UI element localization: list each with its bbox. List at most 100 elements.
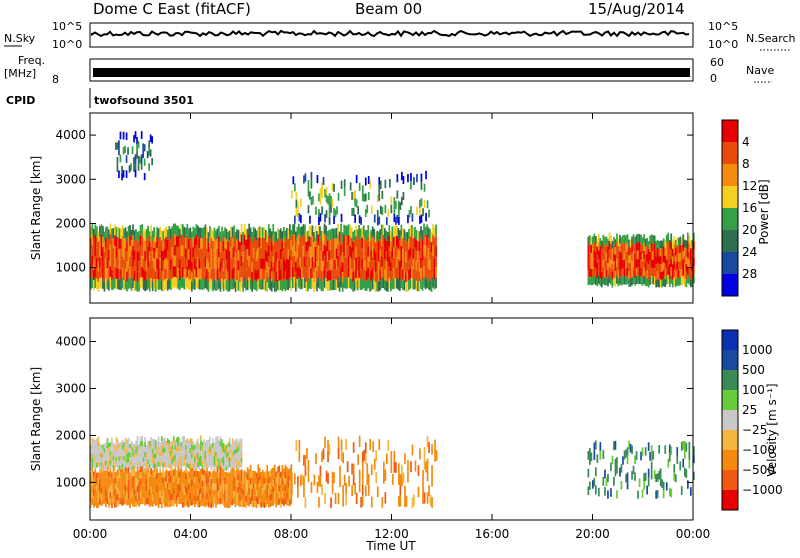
echo-cell — [359, 249, 362, 260]
echo-cell — [204, 460, 207, 465]
echo-cell — [352, 442, 355, 453]
echo-cell — [200, 455, 202, 461]
echo-cell — [690, 271, 692, 280]
echo-cell — [353, 240, 356, 251]
echo-cell — [231, 473, 234, 480]
echo-cell — [325, 236, 327, 247]
echo-cell — [420, 236, 422, 248]
echo-cell — [316, 241, 318, 252]
echo-cell — [305, 251, 308, 262]
echo-cell — [212, 250, 214, 261]
echo-cell — [100, 256, 103, 267]
echo-cell — [198, 457, 201, 462]
echo-cell — [124, 279, 127, 290]
echo-cell — [195, 497, 198, 505]
echo-cell — [172, 446, 175, 452]
echo-cell — [134, 154, 137, 162]
echo-cell — [429, 280, 431, 291]
echo-cell — [117, 448, 119, 454]
echo-cell — [186, 469, 189, 476]
echo-cell — [685, 240, 688, 249]
echo-cell — [123, 478, 125, 485]
echo-cell — [635, 276, 638, 285]
echo-cell — [139, 485, 142, 492]
echo-cell — [118, 442, 121, 448]
echo-cell — [656, 263, 659, 272]
echo-cell — [157, 451, 160, 457]
echo-cell — [93, 228, 95, 239]
echo-cell — [261, 488, 264, 495]
echo-cell — [91, 256, 94, 267]
echo-cell — [261, 279, 264, 290]
echo-cell — [219, 478, 222, 485]
echo-cell — [406, 251, 409, 262]
echo-cell — [94, 277, 97, 288]
echo-cell — [215, 501, 217, 508]
echo-cell — [676, 277, 679, 286]
nave-top-tick: 60 — [710, 56, 724, 69]
echo-cell — [160, 451, 163, 457]
echo-cell — [423, 255, 425, 267]
echo-cell — [324, 214, 326, 223]
echo-cell — [148, 140, 150, 149]
echo-cell — [163, 269, 166, 280]
echo-cell — [396, 235, 398, 247]
echo-cell — [334, 279, 336, 291]
echo-cell — [213, 248, 216, 259]
echo-cell — [626, 472, 629, 481]
echo-cell — [115, 477, 118, 484]
echo-cell — [604, 469, 606, 479]
echo-cell — [248, 500, 250, 507]
echo-cell — [286, 486, 288, 493]
echo-cell — [650, 470, 653, 480]
echo-cell — [108, 456, 110, 461]
echo-cell — [189, 443, 192, 448]
echo-cell — [231, 237, 234, 248]
echo-cell — [103, 448, 106, 453]
echo-cell — [234, 482, 237, 489]
echo-cell — [680, 269, 683, 278]
echo-cell — [239, 241, 241, 252]
echo-cell — [324, 493, 326, 505]
echo-cell — [617, 246, 620, 255]
echo-cell — [367, 225, 370, 236]
echo-cell — [148, 148, 150, 156]
echo-cell — [628, 263, 630, 271]
echo-cell — [135, 229, 137, 240]
echo-cell — [195, 234, 198, 246]
echo-cell — [143, 158, 146, 166]
echo-cell — [224, 483, 226, 490]
echo-cell — [99, 460, 101, 466]
echo-cell — [622, 268, 624, 277]
echo-cell — [111, 437, 113, 443]
echo-cell — [108, 483, 110, 490]
echo-cell — [305, 271, 308, 282]
echo-cell — [607, 246, 609, 255]
echo-cell — [420, 278, 422, 289]
echo-cell — [121, 468, 124, 475]
echo-cell — [291, 472, 293, 484]
echo-cell — [278, 478, 281, 486]
echo-cell — [200, 279, 202, 290]
echo-cell — [118, 259, 121, 270]
echo-cell — [106, 484, 109, 491]
echo-cell — [245, 478, 247, 485]
echo-cell — [159, 442, 161, 448]
echo-cell — [293, 245, 296, 256]
echo-cell — [403, 259, 406, 271]
echo-cell — [428, 485, 430, 497]
echo-cell — [151, 500, 154, 507]
echo-cell — [141, 484, 143, 491]
echo-cell — [641, 277, 644, 286]
echo-cell — [100, 266, 103, 278]
echo-cell — [298, 277, 300, 288]
echo-cell — [426, 245, 428, 257]
echo-cell — [126, 467, 128, 474]
echo-cell — [321, 206, 323, 215]
echo-cell — [218, 267, 220, 279]
echo-cell — [243, 494, 246, 501]
freq-unit-label: [MHz] — [4, 67, 36, 80]
x-tick-label: 00:00 — [676, 527, 711, 541]
echo-cell — [118, 465, 121, 470]
echo-cell — [691, 240, 694, 248]
